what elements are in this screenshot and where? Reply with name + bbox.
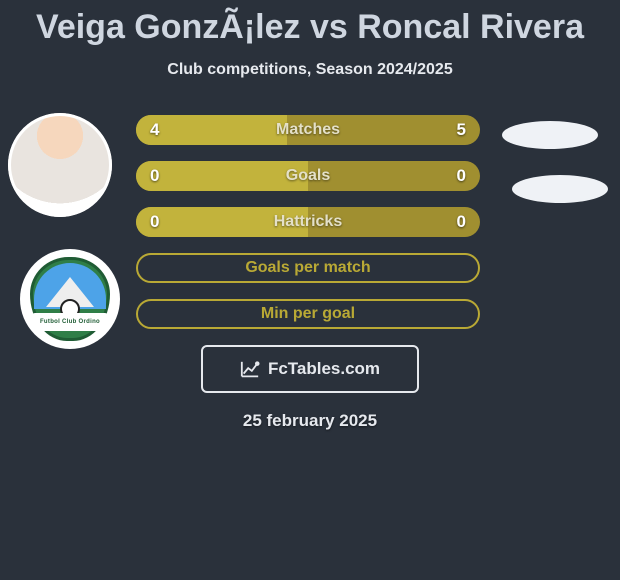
page-title: Veiga GonzÃ¡lez vs Roncal Rivera bbox=[0, 0, 620, 47]
chart-icon bbox=[240, 360, 260, 378]
club-badge: Futbol Club Ordino bbox=[20, 249, 120, 349]
stat-label: Min per goal bbox=[138, 301, 478, 327]
opponent-avatar-placeholder bbox=[502, 121, 598, 149]
stat-bar: 45Matches bbox=[136, 115, 480, 145]
stat-label: Hattricks bbox=[136, 207, 480, 237]
player-avatar bbox=[8, 113, 112, 217]
stat-label: Goals bbox=[136, 161, 480, 191]
stat-label: Goals per match bbox=[138, 255, 478, 281]
stat-bar: 00Goals bbox=[136, 161, 480, 191]
date-text: 25 february 2025 bbox=[0, 411, 620, 431]
subtitle: Club competitions, Season 2024/2025 bbox=[0, 61, 620, 79]
opponent-club-placeholder bbox=[512, 175, 608, 203]
stat-label: Matches bbox=[136, 115, 480, 145]
comparison-panel: Futbol Club Ordino 45Matches 00Goals 00Hat… bbox=[0, 115, 620, 329]
club-badge-text: Futbol Club Ordino bbox=[32, 313, 108, 331]
stat-bar: Min per goal bbox=[136, 299, 480, 329]
stat-bar: 00Hattricks bbox=[136, 207, 480, 237]
site-logo[interactable]: FcTables.com bbox=[201, 345, 419, 393]
site-logo-text: FcTables.com bbox=[268, 359, 380, 379]
stat-bar: Goals per match bbox=[136, 253, 480, 283]
stat-bars: 45Matches 00Goals 00Hattricks Goals per mat… bbox=[136, 115, 480, 329]
